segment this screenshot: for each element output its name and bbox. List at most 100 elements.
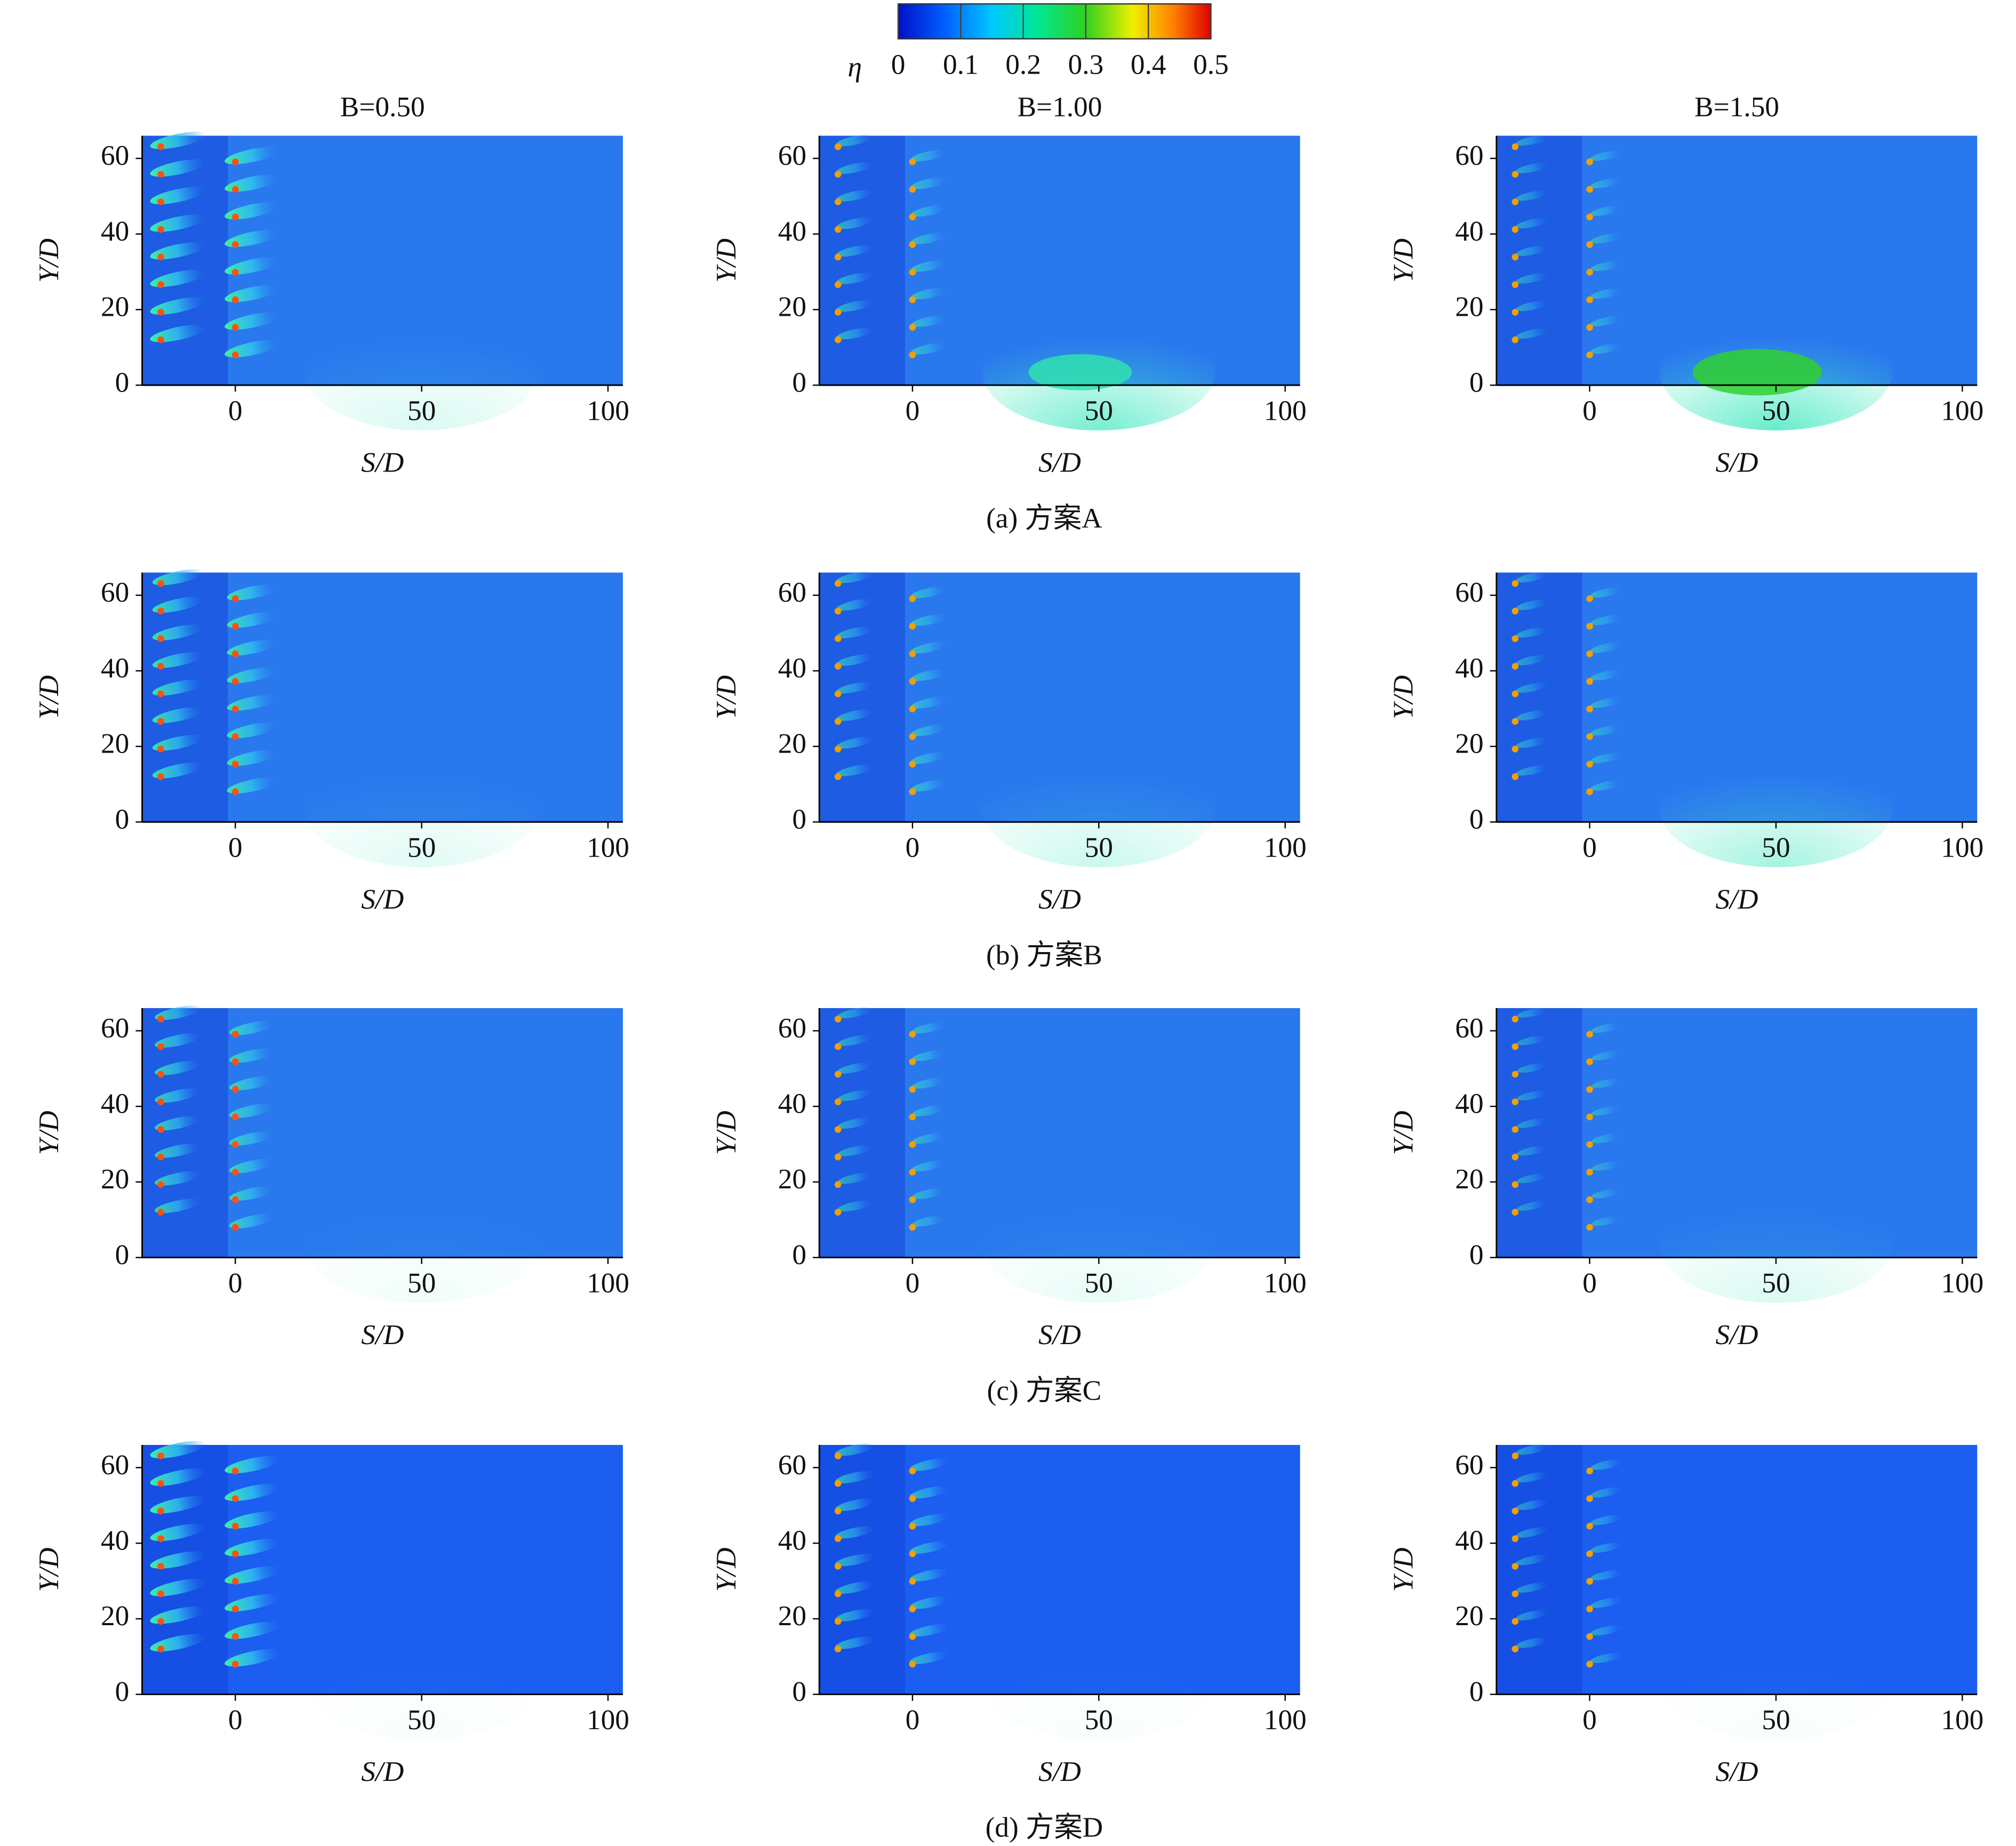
coolant-hole [909,650,916,658]
coolant-streak [1516,682,1549,693]
coolant-hole [157,1590,164,1597]
coolant-streak [229,1158,276,1173]
coolant-hole [157,198,164,205]
coolant-hole [1511,1070,1519,1078]
coolant-hole [1511,1480,1519,1487]
heatmap-shade [142,572,228,822]
heatmap-panel [819,1007,1300,1303]
coolant-streak [910,260,949,272]
heatmap-panel [142,1441,623,1740]
coolant-hole [157,662,164,670]
coolant-streak [912,1160,948,1172]
coolant-streak [152,624,204,641]
coolant-streak [225,1566,281,1584]
coolant-streak [836,626,874,638]
coolant-streak [835,1443,875,1456]
coolant-hole [157,746,164,753]
coolant-streak [1516,135,1549,146]
coolant-streak [1516,218,1549,229]
coolant-streak [836,709,874,721]
coolant-hole [1511,608,1519,615]
coolant-streak [1516,737,1549,748]
coolant-hole [909,158,916,165]
coolant-hole [231,1550,239,1557]
heatmap-panel [1496,1008,1978,1303]
x-tick-label: 50 [407,1267,436,1299]
y-tick-label: 20 [1455,291,1483,323]
coolant-hole [834,1098,842,1106]
heatmap-shade [819,572,905,822]
coolant-streak [912,1077,948,1089]
x-axis-label: S/D [1716,1319,1758,1350]
heatmap-panel [142,132,623,430]
coolant-streak [1590,780,1623,791]
coolant-hole [1586,1605,1593,1612]
coolant-streak [835,1526,875,1539]
coolant-hole [231,158,239,165]
coolant-hole [909,1495,916,1502]
coolant-streak [150,242,206,260]
coolant-hole [1511,1181,1519,1188]
coolant-hole [231,268,239,276]
coolant-hole [834,226,842,233]
heatmap-band [305,314,538,430]
heatmap-panel [1496,135,1978,430]
heatmap-panel [819,571,1300,867]
coolant-hole [909,1196,916,1203]
y-tick-label: 0 [1469,366,1484,398]
coolant-hole [1586,186,1593,193]
coolant-hole [1586,1633,1593,1640]
coolant-streak [150,159,206,177]
coolant-hole [1511,1563,1519,1570]
coolant-streak [1590,150,1623,161]
coolant-streak [910,149,949,162]
coolant-streak [1590,316,1623,326]
coolant-hole [834,690,842,698]
coolant-hole [157,1153,164,1161]
coolant-streak [1591,1161,1622,1171]
coolant-hole [909,1141,916,1148]
coolant-hole [231,595,239,602]
coolant-hole [157,1098,164,1106]
y-tick-label: 20 [101,1163,129,1195]
coolant-streak [1517,1201,1548,1211]
coolant-streak [909,1458,950,1471]
coolant-streak [1591,1078,1622,1088]
heatmap-hot [1692,349,1822,396]
x-tick-label: 50 [1085,395,1113,427]
y-tick-label: 20 [778,1163,806,1195]
x-tick-label: 100 [1264,1704,1307,1736]
x-tick-label: 0 [906,832,920,864]
coolant-hole [1586,678,1593,685]
heatmap-panel [142,1005,623,1303]
coolant-hole [1586,158,1593,165]
coolant-hole [157,281,164,288]
coolant-streak [152,762,204,779]
y-axis-label: Y/D [710,238,742,283]
y-tick-label: 20 [101,291,129,323]
coolant-hole [157,690,164,698]
y-tick-label: 60 [1455,140,1483,171]
coolant-hole [834,1590,842,1597]
coolant-streak [1517,1118,1548,1128]
y-tick-label: 0 [792,366,806,398]
y-axis-label: Y/D [33,238,65,283]
x-tick-label: 0 [1582,1267,1597,1299]
coolant-streak [1517,1146,1548,1156]
x-tick-label: 0 [906,1267,920,1299]
coolant-hole [909,1523,916,1530]
y-axis-label: Y/D [33,675,65,720]
x-tick-label: 50 [1762,395,1790,427]
panel-title: B=1.00 [1017,91,1102,123]
coolant-hole [157,1535,164,1543]
coolant-streak [150,297,206,315]
coolant-hole [157,1016,164,1022]
x-axis-label: S/D [361,884,404,915]
coolant-hole [1511,226,1519,233]
x-tick-label: 0 [1582,1704,1597,1736]
coolant-hole [1511,281,1519,288]
heatmap-panel [819,1443,1300,1740]
coolant-streak [910,752,949,764]
coolant-streak [836,327,874,340]
coolant-streak [909,1486,950,1499]
